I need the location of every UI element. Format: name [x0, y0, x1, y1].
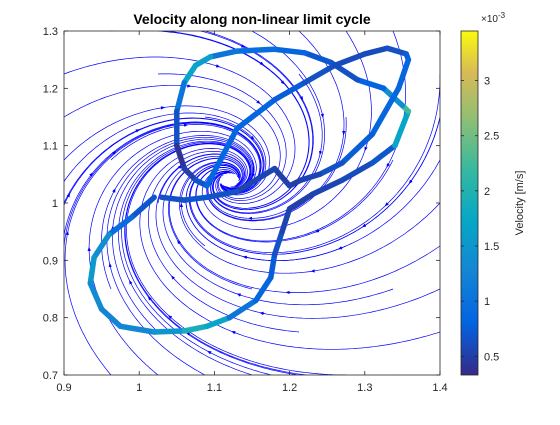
y-tick-label: 1.1	[43, 141, 58, 153]
limit-cycle-segment	[207, 318, 230, 327]
y-axis: 0.7 0.8 0.9 1 1.1 1.2 1.3	[43, 26, 440, 382]
limit-cycle-segment	[102, 309, 121, 326]
limit-cycle-segment	[184, 65, 195, 82]
y-tick-label: 0.8	[43, 313, 58, 325]
limit-cycle-segment	[372, 146, 395, 163]
limit-cycle-segment	[211, 51, 237, 57]
streamline-arrow	[313, 271, 316, 272]
streamline-arrow	[317, 230, 320, 231]
limit-cycle-segment	[305, 65, 335, 82]
limit-cycle-segment	[162, 197, 185, 200]
limit-cycle-segment	[271, 255, 275, 278]
colorbar-tick-label: 3	[484, 76, 490, 88]
streamline-arrow	[322, 114, 323, 116]
x-tick-label: 0.9	[56, 382, 71, 394]
streamline-arrow	[388, 164, 389, 166]
streamlines	[35, 23, 445, 384]
limit-cycle-segment	[229, 301, 255, 318]
streamline-arrow	[216, 66, 219, 67]
y-tick-label: 1	[52, 198, 58, 210]
colorbar: 0.5 1 1.5 2 2.5 3 ×10-3 Velocity [m/s]	[461, 11, 526, 375]
colorbar-gradient	[461, 31, 478, 375]
streamline-arrow	[130, 282, 131, 284]
limit-cycle-segment	[357, 80, 383, 89]
streamline	[89, 131, 256, 375]
streamline-arrow	[233, 332, 236, 333]
colorbar-tick-label: 1	[484, 296, 490, 308]
limit-cycle-segment	[395, 111, 409, 145]
limit-cycle-segment	[342, 134, 372, 163]
x-tick-label: 1.1	[207, 382, 222, 394]
limit-cycle-segment	[342, 163, 372, 180]
colorbar-tick-label: 1.5	[484, 241, 499, 253]
streamline-arrow	[160, 108, 163, 109]
y-tick-label: 1.2	[43, 83, 58, 95]
limit-cycle-segment	[177, 83, 185, 112]
streamline	[102, 135, 255, 289]
limit-cycle-segment	[365, 48, 388, 54]
streamline-arrow	[172, 277, 174, 279]
x-tick-label: 1.4	[432, 382, 447, 394]
streamline-arrow	[386, 203, 388, 205]
streamline-arrow	[262, 313, 265, 314]
limit-cycle-segment	[207, 129, 237, 186]
streamline-arrow	[257, 101, 259, 103]
chart-title: Velocity along non-linear limit cycle	[133, 11, 371, 27]
limit-cycle-segment	[177, 146, 185, 169]
x-tick-label: 1.3	[357, 382, 372, 394]
colorbar-tick-label: 0.5	[484, 351, 499, 363]
limit-cycle-segment	[109, 217, 132, 234]
limit-cycle-segment	[282, 209, 290, 232]
y-tick-label: 1.3	[43, 26, 58, 38]
limit-cycle-segment	[275, 232, 283, 255]
limit-cycle-segment	[305, 53, 331, 63]
limit-cycle-segment	[184, 197, 207, 200]
y-tick-label: 0.9	[43, 255, 58, 267]
limit-cycle-segment	[120, 326, 154, 332]
limit-cycle-segment	[387, 48, 406, 54]
streamline-arrow	[45, 216, 46, 218]
colorbar-exponent-base: ×10-3	[481, 11, 506, 25]
limit-cycle-segment	[372, 88, 398, 134]
streamline-arrow	[110, 265, 111, 267]
streamline-arrow	[365, 147, 366, 149]
limit-cycle-segment	[154, 331, 184, 332]
streamline-arrow	[320, 151, 321, 153]
colorbar-tick-label: 2.5	[484, 131, 499, 143]
limit-cycle-segment	[335, 54, 365, 66]
y-tick-label: 0.7	[43, 370, 58, 382]
limit-cycle-segment	[237, 49, 275, 51]
x-tick-label: 1	[136, 382, 142, 394]
streamline-arrow	[114, 190, 115, 192]
streamline-arrow	[170, 316, 172, 318]
streamline-arrow	[209, 352, 212, 353]
limit-cycle-segment	[399, 60, 409, 89]
x-tick-label: 1.2	[282, 382, 297, 394]
streamline	[119, 141, 253, 375]
limit-cycle-segment	[90, 283, 101, 309]
limit-cycle-segment	[184, 326, 207, 331]
limit-cycle-segment	[275, 49, 305, 53]
colorbar-label: Velocity [m/s]	[514, 171, 526, 236]
colorbar-tick-label: 2	[484, 186, 490, 198]
limit-cycle-segment	[320, 163, 343, 174]
limit-cycle-segment	[90, 258, 94, 284]
streamline-arrow	[239, 294, 242, 295]
